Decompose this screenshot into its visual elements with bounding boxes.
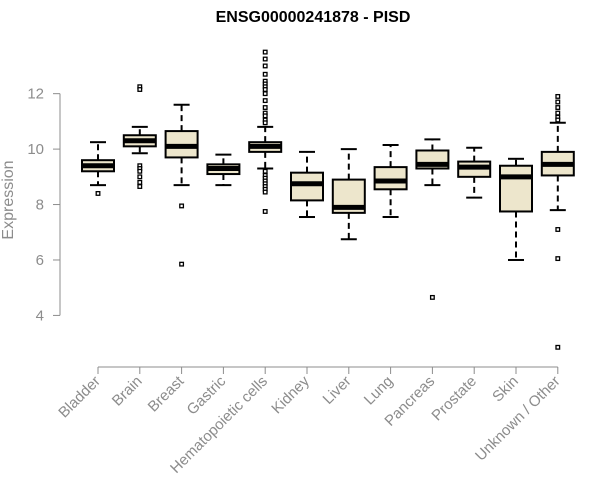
outlier-point [555, 105, 561, 110]
outlier-point [262, 91, 268, 97]
outlier-point [555, 99, 561, 105]
box-series [81, 49, 575, 350]
y-tick-label: 6 [36, 252, 44, 269]
x-tick-label: Lung [361, 373, 397, 409]
x-tick-label: Kidney [268, 372, 313, 417]
box-iqr [499, 164, 533, 213]
outlier-point [179, 261, 185, 267]
y-axis-label: Expression [0, 160, 17, 239]
box-group [206, 153, 241, 187]
box-group [164, 103, 199, 267]
box-group [415, 138, 450, 300]
outlier-point [262, 168, 268, 174]
outlier-point [262, 49, 268, 55]
outlier-point [262, 113, 268, 119]
outlier-point [429, 294, 435, 300]
box-iqr [373, 166, 408, 191]
box-group [122, 84, 157, 189]
outlier-point [95, 191, 101, 196]
outlier-point [555, 117, 561, 123]
y-tick-label: 12 [27, 86, 44, 103]
outlier-point [262, 87, 268, 92]
outlier-point [137, 168, 143, 174]
outlier-point [555, 256, 561, 262]
outlier-point [555, 344, 561, 350]
y-axis: 4 6 8 10 12 [27, 86, 61, 324]
outlier-point [555, 227, 561, 232]
box-group [499, 157, 533, 261]
box-group [331, 148, 366, 241]
x-tick-label: Breast [145, 372, 188, 415]
outlier-point [262, 71, 268, 77]
y-tick-label: 10 [27, 141, 44, 158]
outlier-point [262, 120, 268, 126]
outlier-point [262, 105, 268, 110]
outlier-point [179, 203, 185, 209]
outlier-point [262, 56, 268, 62]
y-tick-label: 8 [36, 197, 44, 214]
box-group [373, 143, 408, 219]
box-group [81, 141, 115, 196]
x-tick-label: Brain [109, 373, 146, 410]
x-tick-label: Liver [320, 373, 355, 408]
outlier-point [262, 63, 268, 69]
outlier-point [262, 98, 268, 104]
x-tick-label: Bladder [55, 373, 104, 422]
box-group [540, 93, 575, 350]
box-iqr [290, 171, 324, 202]
outlier-point [137, 174, 143, 180]
x-tick-label: Prostate [428, 373, 480, 425]
box-group [290, 150, 324, 219]
y-tick-label: 4 [36, 307, 44, 324]
outlier-point [137, 87, 143, 92]
outlier-point [555, 93, 561, 99]
x-tick-label: Skin [489, 373, 522, 406]
chart-title: ENSG00000241878 - PISD [216, 9, 411, 26]
outlier-point [555, 110, 561, 116]
box-group [248, 49, 283, 214]
box-group [457, 146, 492, 199]
outlier-point [137, 179, 143, 185]
outlier-point [262, 189, 268, 195]
outlier-point [262, 209, 268, 214]
outlier-point [137, 184, 143, 189]
